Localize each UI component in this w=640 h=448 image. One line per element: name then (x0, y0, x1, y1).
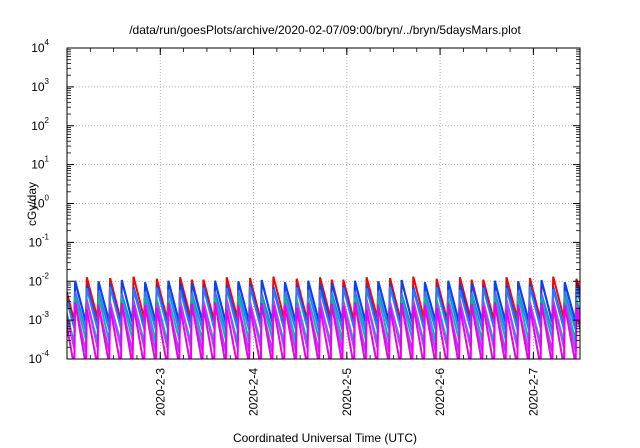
y-axis-label: cGy/day (25, 182, 39, 226)
x-tick-label: 2020-2-3 (153, 368, 167, 416)
x-axis-label: Coordinated Universal Time (UTC) (233, 431, 417, 445)
y-tick-label: 10-2 (29, 271, 50, 288)
x-tick-label: 2020-2-5 (340, 368, 354, 416)
y-tick-label: 100 (31, 194, 49, 211)
x-axis: 2020-2-3 2020-2-4 2020-2-5 2020-2-6 2020-2-7 (66, 48, 581, 416)
chart-title: /data/run/goesPlots/archive/2020-02-07/0… (129, 23, 521, 37)
y-tick-label: 10-4 (29, 349, 50, 366)
series-line (67, 302, 580, 359)
x-tick-label: 2020-2-7 (526, 368, 540, 416)
y-tick-label: 103 (31, 77, 49, 94)
y-tick-label: 101 (31, 155, 49, 172)
plot-area (67, 276, 580, 359)
y-tick-label: 104 (31, 38, 49, 55)
grid (67, 48, 580, 359)
series-group (67, 276, 580, 359)
x-tick-label: 2020-2-4 (247, 368, 261, 416)
y-tick-label: 102 (31, 116, 49, 133)
x-tick-label: 2020-2-6 (433, 368, 447, 416)
y-axis: 10-4 10-3 10-2 10-1 100 101 102 103 104 (29, 38, 580, 366)
y-tick-label: 10-1 (29, 232, 50, 249)
y-tick-label: 10-3 (29, 310, 50, 327)
